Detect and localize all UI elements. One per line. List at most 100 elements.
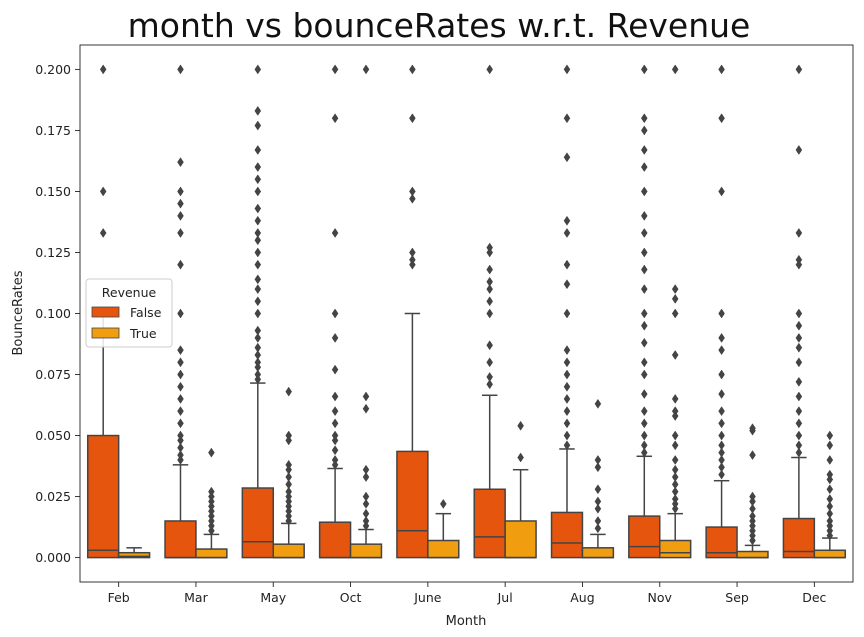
outlier-point	[331, 113, 339, 124]
outlier-point	[718, 308, 725, 319]
outlier-point	[671, 430, 679, 441]
outlier-point	[177, 259, 184, 270]
box	[241, 487, 275, 559]
outlier-point	[594, 455, 602, 465]
y-tick-label: 0.050	[35, 428, 71, 443]
outlier-point	[362, 516, 370, 526]
outlier-point	[563, 430, 571, 441]
outlier-point	[826, 455, 834, 465]
outlier-point	[563, 279, 571, 290]
outlier-point	[671, 308, 679, 319]
outlier-point	[177, 406, 184, 417]
outlier-point	[594, 523, 602, 534]
outlier-point	[486, 372, 493, 382]
box	[117, 551, 151, 559]
outlier-point	[440, 498, 447, 509]
box-group-true-oct	[349, 64, 383, 559]
outlier-point	[671, 479, 679, 490]
box-group-false-jul	[473, 64, 506, 559]
outlier-point	[486, 296, 493, 307]
outlier-point	[718, 455, 725, 465]
x-tick-label: Jul	[497, 590, 513, 605]
outlier-point	[362, 491, 370, 502]
legend-title: Revenue	[102, 285, 157, 300]
box-group-false-nov	[628, 64, 661, 559]
outlier-point	[177, 308, 184, 319]
outlier-point	[362, 508, 370, 519]
outlier-point	[285, 479, 293, 490]
outlier-point	[563, 357, 571, 368]
outlier-point	[177, 418, 184, 429]
outlier-point	[749, 450, 756, 461]
x-tick-label: Sep	[725, 590, 749, 605]
outlier-point	[331, 430, 339, 441]
outlier-point	[795, 254, 803, 265]
chart-title: month vs bounceRates w.r.t. Revenue	[128, 6, 751, 45]
outlier-point	[718, 345, 725, 356]
outlier-point	[718, 462, 725, 473]
outlier-point	[331, 308, 339, 319]
box-group-false-dec	[782, 64, 816, 559]
outlier-point	[640, 406, 648, 417]
outlier-point	[718, 369, 725, 380]
outlier-point	[362, 472, 370, 482]
outlier-point	[718, 406, 725, 417]
legend-label-false: False	[130, 305, 162, 320]
x-tick-label: Nov	[648, 590, 673, 605]
outlier-point	[285, 386, 293, 397]
outlier-point	[671, 455, 679, 465]
outlier-point	[671, 494, 679, 504]
outlier-point	[563, 440, 571, 451]
box	[628, 515, 661, 559]
outlier-point	[254, 259, 262, 270]
outlier-point	[795, 440, 803, 451]
outlier-point	[826, 501, 834, 512]
outlier-point	[749, 491, 756, 502]
outlier-point	[177, 442, 184, 453]
outlier-point	[795, 308, 803, 319]
outlier-point	[486, 308, 493, 319]
outlier-point	[640, 337, 648, 348]
outlier-point	[177, 345, 184, 356]
y-tick-label: 0.075	[35, 367, 71, 382]
outlier-point	[718, 113, 725, 124]
outlier-point	[640, 440, 648, 451]
x-tick-label: May	[260, 590, 286, 605]
outlier-point	[254, 162, 262, 172]
outlier-point	[362, 391, 370, 402]
outlier-point	[640, 113, 648, 124]
box-group-false-aug	[550, 64, 584, 559]
outlier-point	[177, 186, 184, 197]
outlier-point	[254, 308, 262, 319]
outlier-point	[594, 516, 602, 526]
box-group-true-june	[427, 498, 460, 559]
outlier-point	[254, 342, 262, 353]
outlier-point	[640, 125, 648, 136]
y-tick-label: 0.100	[35, 306, 71, 321]
box	[318, 521, 352, 559]
box	[349, 543, 383, 559]
outlier-point	[795, 447, 803, 458]
outlier-point	[795, 227, 803, 238]
outlier-point	[795, 376, 803, 387]
outlier-point	[486, 340, 493, 351]
outlier-point	[486, 242, 493, 253]
outlier-point	[331, 445, 339, 456]
outlier-point	[795, 406, 803, 417]
x-axis-title: Month	[446, 614, 487, 629]
outlier-point	[331, 455, 339, 465]
y-axis-title: BounceRates	[11, 270, 26, 355]
outlier-point	[254, 369, 262, 380]
outlier-point	[671, 293, 679, 304]
outlier-point	[718, 440, 725, 451]
outlier-point	[177, 369, 184, 380]
y-tick-label: 0.150	[35, 184, 71, 199]
outlier-point	[640, 210, 648, 221]
box	[504, 520, 537, 559]
legend-swatch-true	[91, 327, 120, 339]
outlier-point	[254, 357, 262, 368]
outlier-point	[254, 296, 262, 307]
outlier-point	[671, 406, 679, 417]
box	[473, 488, 506, 559]
